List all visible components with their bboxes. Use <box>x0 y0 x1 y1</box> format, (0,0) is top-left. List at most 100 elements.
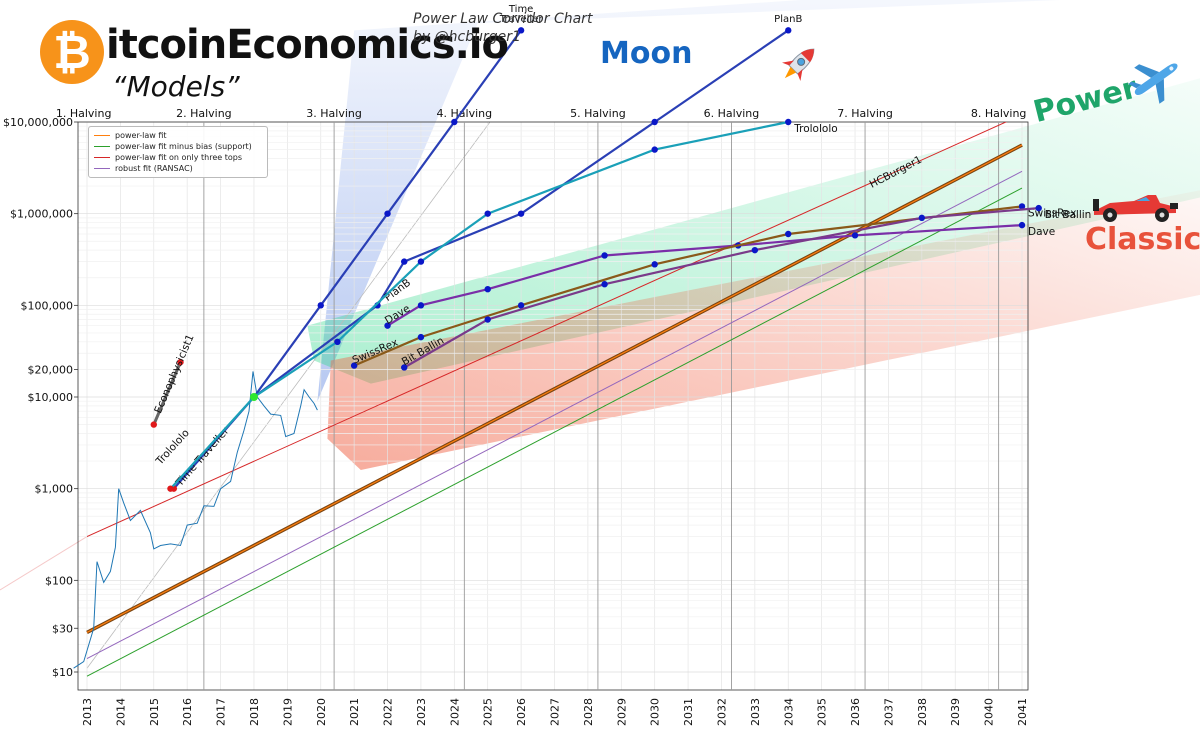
chart-legend: power-law fit power-law fit minus bias (… <box>88 126 268 178</box>
x-tick-label: 2024 <box>448 698 461 726</box>
legend-label: power-law fit minus bias (support) <box>115 142 252 151</box>
model-point <box>785 27 792 34</box>
x-tick-label: 2029 <box>615 698 628 726</box>
bitcoin-price-line <box>73 371 318 669</box>
convergence-point <box>249 393 258 401</box>
model-point <box>177 358 184 366</box>
model-point <box>334 338 341 346</box>
model-point <box>651 261 658 268</box>
model-line <box>353 205 1024 367</box>
bitcoin-logo-icon: ₿ <box>40 20 104 84</box>
model-point <box>517 210 525 217</box>
halving-label: 4. Halving <box>437 107 493 120</box>
model-line <box>403 207 1040 369</box>
x-tick-label: 2018 <box>248 698 261 726</box>
brand-logo: ₿ itcoinEconomics.io “Models” <box>40 16 509 126</box>
fit-line-support <box>86 187 1023 677</box>
x-tick-label: 2041 <box>1016 698 1029 726</box>
y-tick-label: $1,000 <box>35 483 74 496</box>
x-axis: 2013 2014 2015 2016 2017 2018 2019 2020 2021 2022… <box>81 698 1029 726</box>
chart-title-line2: by @hcburger1 <box>413 29 521 45</box>
x-tick-label: 2032 <box>715 698 728 726</box>
x-tick-label: 2031 <box>682 698 695 726</box>
model-label: Econophysicist1 <box>152 333 196 416</box>
y-tick-label: $1,000,000 <box>10 208 73 221</box>
x-tick-label: 2015 <box>148 698 161 726</box>
brand-name: itcoinEconomics.io <box>106 22 509 68</box>
rocket-icon <box>782 48 815 81</box>
legend-label: power-law fit on only three tops <box>115 153 242 162</box>
halving-label: 7. Halving <box>837 107 893 120</box>
model-top-label: PlanB <box>774 14 802 25</box>
x-tick-label: 2019 <box>281 698 294 726</box>
model-point <box>651 118 658 126</box>
model-point <box>417 333 425 341</box>
model-point <box>918 214 926 222</box>
x-tick-label: 2035 <box>816 698 829 726</box>
zone-classic <box>327 190 1200 470</box>
x-tick-label: 2028 <box>582 698 595 726</box>
model-point <box>401 364 408 371</box>
y-tick-label: $10,000,000 <box>3 116 73 129</box>
x-tick-label: 2040 <box>983 698 996 726</box>
chart-title: Power Law Corridor Chart by @hcburger1 <box>413 10 592 46</box>
x-tick-label: 2021 <box>348 698 361 726</box>
y-axis: $10 $30 $100 $1,000 $10,000 $20,000 $100,000 $1… <box>3 116 78 679</box>
legend-item: power-law fit <box>94 130 262 141</box>
halving-label: 8. Halving <box>971 107 1027 120</box>
y-tick-label: $100 <box>45 574 73 587</box>
halving-label: 3. Halving <box>306 107 362 120</box>
halving-label: 1. Halving <box>56 107 112 120</box>
legend-swatch <box>94 157 110 158</box>
model-point <box>167 485 174 492</box>
legend-swatch <box>94 168 110 169</box>
fit-line-tops-extension <box>0 536 88 591</box>
fit-line-grey-extension <box>86 121 491 669</box>
model-point <box>417 258 425 265</box>
model-line <box>252 29 790 399</box>
x-tick-label: 2036 <box>849 698 862 726</box>
legend-item: power-law fit on only three tops <box>94 152 262 163</box>
y-tick-label: $100,000 <box>21 299 74 312</box>
x-tick-label: 2022 <box>382 698 395 726</box>
x-tick-label: 2037 <box>882 698 895 726</box>
model-point <box>417 302 425 309</box>
halving-label: 2. Halving <box>176 107 232 120</box>
model-point <box>350 362 358 369</box>
model-point <box>1018 203 1026 210</box>
model-point <box>1035 204 1042 212</box>
x-tick-label: 2039 <box>949 698 962 726</box>
model-point <box>484 285 491 293</box>
model-point <box>517 27 525 34</box>
plot-frame <box>77 121 1029 691</box>
price-series <box>73 371 318 669</box>
model-point <box>384 210 391 217</box>
fit-line-tops <box>86 122 1008 538</box>
legend-label: robust fit (RANSAC) <box>115 164 193 173</box>
legend-item: power-law fit minus bias (support) <box>94 141 262 152</box>
x-tick-label: 2025 <box>482 698 495 726</box>
model-point <box>785 118 792 126</box>
brand-subtitle: “Models” <box>112 70 240 103</box>
x-tick-label: 2017 <box>215 698 228 726</box>
model-point <box>451 118 458 126</box>
x-tick-label: 2023 <box>415 698 428 726</box>
y-tick-label: $10 <box>52 666 73 679</box>
zone-label-classic: Classic <box>1085 222 1200 257</box>
x-tick-label: 2038 <box>916 698 929 726</box>
x-tick-label: 2030 <box>649 698 662 726</box>
model-point <box>1018 221 1026 229</box>
model-line <box>152 360 182 427</box>
race-car-icon <box>1093 195 1178 222</box>
model-point <box>651 146 658 153</box>
halving-lines: 1. Halving 2. Halving 3. Halving 4. Halving… <box>56 107 1027 690</box>
model-point <box>384 322 391 329</box>
fit-line-ransac <box>86 170 1023 660</box>
x-tick-label: 2026 <box>515 698 528 726</box>
model-point <box>484 316 491 323</box>
airplane-icon <box>1128 63 1178 104</box>
model-point <box>751 246 759 254</box>
zone-moon <box>317 0 1060 402</box>
x-tick-label: 2027 <box>549 698 562 726</box>
